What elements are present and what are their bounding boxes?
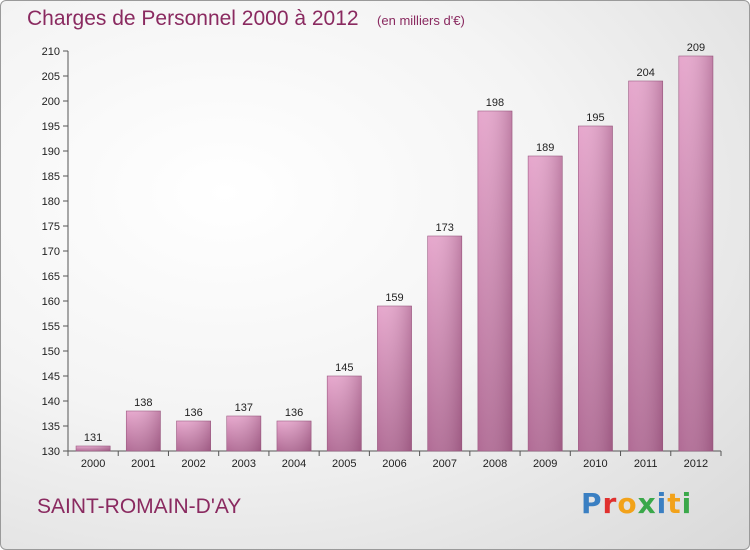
bar-shade xyxy=(226,416,261,451)
bar-2009 xyxy=(527,155,563,452)
x-tick-label: 2003 xyxy=(232,458,256,470)
logo-letter: i xyxy=(656,487,668,520)
y-tick-label: 155 xyxy=(42,321,60,333)
y-tick-label: 205 xyxy=(42,71,60,83)
bar-2008 xyxy=(477,110,513,452)
x-tick-label: 2011 xyxy=(634,458,658,470)
y-tick-label: 185 xyxy=(42,171,60,183)
y-tick-label: 160 xyxy=(42,296,60,308)
title-row: Charges de Personnel 2000 à 2012 (en mil… xyxy=(27,7,465,31)
data-label: 189 xyxy=(536,142,554,154)
bar-2010 xyxy=(578,125,613,452)
bar-2001 xyxy=(125,410,161,452)
logo-letter: P xyxy=(581,487,603,520)
bar-shade xyxy=(528,156,563,451)
y-tick-label: 200 xyxy=(42,96,60,108)
logo-letter: o xyxy=(617,487,638,520)
proxiti-logo: Proxiti xyxy=(581,487,692,520)
bar-2012 xyxy=(678,55,714,452)
bar-2000 xyxy=(75,445,111,452)
bar-2003 xyxy=(226,415,262,452)
data-label: 209 xyxy=(687,42,705,54)
y-tick-label: 165 xyxy=(42,271,60,283)
bar-2007 xyxy=(427,235,463,452)
logo-letter: t xyxy=(667,487,682,520)
x-tick-label: 2004 xyxy=(282,458,306,470)
x-tick-label: 2005 xyxy=(332,458,356,470)
bar-shade xyxy=(578,126,613,451)
bar-shade xyxy=(427,236,462,451)
data-label: 198 xyxy=(486,97,504,109)
x-tick-label: 2012 xyxy=(684,458,708,470)
bar-shade xyxy=(76,446,111,451)
data-label: 137 xyxy=(235,402,253,414)
bar-shade xyxy=(678,56,713,451)
data-label: 204 xyxy=(636,67,654,79)
x-axis: 2000 2001 2002 2003 2004 2005 2006 2007 2008 2009… xyxy=(67,450,722,470)
bar-shade xyxy=(176,421,211,451)
town-name: SAINT-ROMAIN-D'AY xyxy=(37,495,242,518)
y-tick-label: 180 xyxy=(42,196,60,208)
y-tick-label: 130 xyxy=(42,446,60,458)
bar-2005 xyxy=(326,375,362,452)
x-tick-label: 2007 xyxy=(432,458,456,470)
y-tick-label: 140 xyxy=(42,396,60,408)
data-label: 195 xyxy=(586,112,604,124)
data-label: 136 xyxy=(184,407,202,419)
data-label: 136 xyxy=(285,407,303,419)
logo-letter: r xyxy=(602,487,618,520)
y-tick-label: 210 xyxy=(42,46,60,58)
x-tick-label: 2006 xyxy=(382,458,406,470)
x-tick-label: 2000 xyxy=(81,458,105,470)
data-label: 173 xyxy=(436,222,454,234)
bar-shade xyxy=(377,306,412,451)
data-label: 138 xyxy=(134,397,152,409)
y-tick-label: 195 xyxy=(42,121,60,133)
y-tick-label: 170 xyxy=(42,246,60,258)
bar-2004 xyxy=(276,420,312,452)
y-tick-label: 190 xyxy=(42,146,60,158)
bar-2002 xyxy=(176,420,211,452)
data-labels: 131 138 136 137 136 145 159 173 198 189 195 204 209 xyxy=(84,42,705,444)
x-tick-label: 2010 xyxy=(583,458,607,470)
y-tick-label: 135 xyxy=(42,421,60,433)
bar-shade xyxy=(327,376,362,451)
y-tick-label: 150 xyxy=(42,346,60,358)
logo-letter: x xyxy=(637,487,657,520)
chart-unit: (en milliers d'€) xyxy=(377,13,465,28)
y-tick-label: 145 xyxy=(42,371,60,383)
bar-shade xyxy=(126,411,161,451)
bar-shade xyxy=(628,81,663,451)
data-label: 159 xyxy=(385,292,403,304)
x-tick-label: 2008 xyxy=(483,458,507,470)
x-tick-label: 2002 xyxy=(181,458,205,470)
bars xyxy=(75,55,714,452)
y-tick-label: 175 xyxy=(42,221,60,233)
data-label: 145 xyxy=(335,362,353,374)
logo-letter: i xyxy=(681,487,693,520)
bar-shade xyxy=(477,111,513,451)
y-axis: 130 135 140 145 150 155 160 165 170 175 180 185 190 1… xyxy=(42,46,69,458)
data-label: 131 xyxy=(84,432,102,444)
bar-2006 xyxy=(377,305,412,452)
x-tick-label: 2009 xyxy=(533,458,557,470)
bar-shade xyxy=(276,421,312,451)
x-tick-label: 2001 xyxy=(131,458,155,470)
chart-title: Charges de Personnel 2000 à 2012 xyxy=(27,7,359,30)
bar-2011 xyxy=(628,80,664,452)
